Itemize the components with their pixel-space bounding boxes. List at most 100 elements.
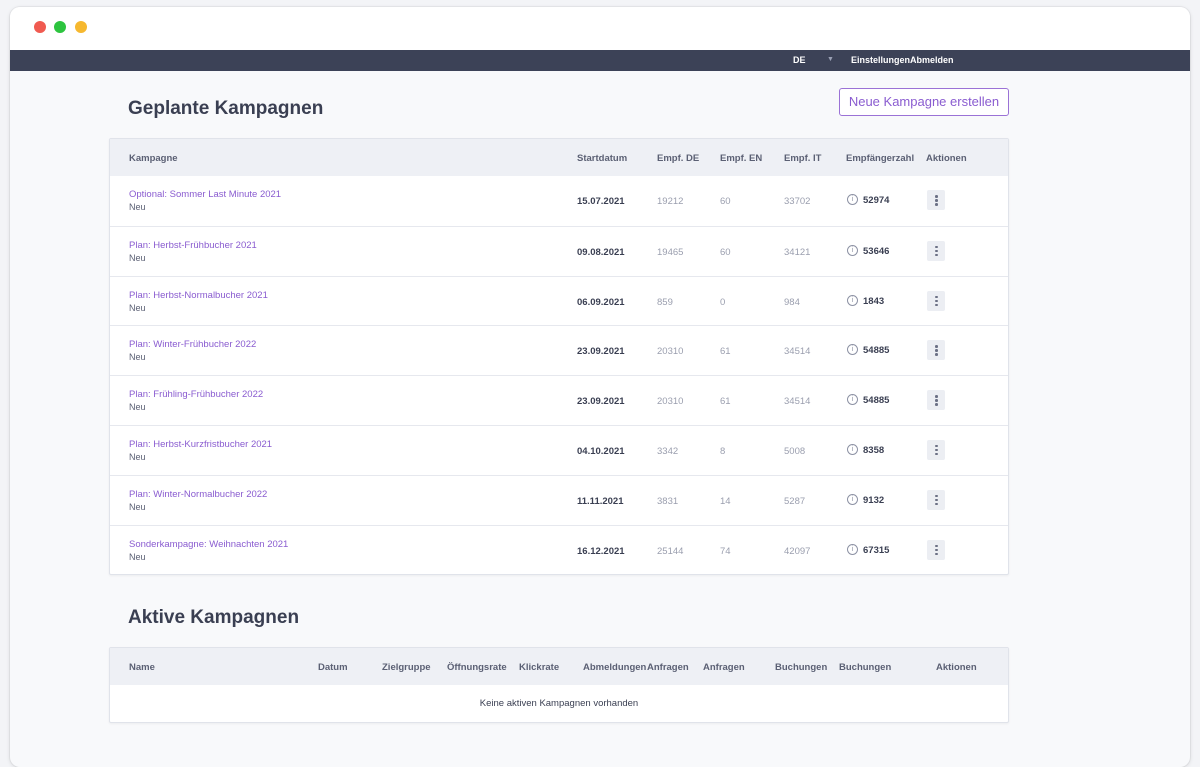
chevron-down-icon[interactable]: ▼ [827,56,834,63]
language-selector[interactable]: DE [793,55,806,65]
campaign-name-link[interactable]: Plan: Herbst-Frühbucher 2021 [129,239,257,251]
settings-link[interactable]: Einstellungen [851,55,911,65]
recipient-count: 54885 [863,395,890,407]
campaign-status: Neu [129,501,146,512]
campaign-status: Neu [129,352,146,363]
campaign-name-link[interactable]: Plan: Winter-Normalbucher 2022 [129,488,268,500]
col-bookings-1: Buchungen [775,662,828,673]
info-icon[interactable]: i [847,394,858,406]
start-date: 16.12.2021 [577,545,625,557]
top-navigation: DE ▼ Einstellungen Abmelden [10,50,1190,71]
more-actions-icon[interactable] [927,390,945,411]
more-actions-icon[interactable] [927,539,945,560]
col-target-group: Zielgruppe [382,662,431,673]
info-icon[interactable]: i [847,344,858,356]
col-recipients-de: Empf. DE [657,153,700,164]
table-row: Plan: Frühling-Frühbucher 2022 Neu 23.09.2… [110,375,1008,425]
more-actions-icon[interactable] [927,489,945,510]
campaign-name-link[interactable]: Plan: Herbst-Kurzfristbucher 2021 [129,438,273,450]
recipient-count: 8358 [863,444,885,456]
planned-campaigns-table: Kampagne Startdatum Empf. DE Empf. EN Em… [109,138,1009,576]
campaign-status: Neu [129,451,146,462]
maximize-window-icon[interactable] [54,21,66,33]
col-recipients-en: Empf. EN [720,153,763,164]
recipients-de: 19465 [657,246,684,258]
start-date: 15.07.2021 [577,196,625,207]
recipients-de: 20310 [657,346,684,358]
recipients-it: 5008 [784,445,806,457]
info-icon[interactable]: i [847,493,858,505]
col-campaign: Kampagne [129,153,178,164]
col-actions: Aktionen [926,153,967,164]
recipients-en: 8 [720,445,726,457]
recipients-de: 859 [657,296,673,308]
recipients-en: 74 [720,545,731,557]
col-date: Datum [318,662,348,673]
col-name: Name [129,662,155,673]
start-date: 04.10.2021 [577,445,625,457]
start-date: 09.08.2021 [577,246,625,258]
table-row: Sonderkampagne: Weihnachten 2021 Neu 16.12… [110,524,1008,575]
recipients-de: 3831 [657,495,679,507]
more-actions-icon[interactable] [927,190,945,210]
campaign-status: Neu [129,202,146,212]
col-open-rate: Öffnungsrate [447,662,507,673]
recipients-de: 20310 [657,396,684,408]
new-campaign-button[interactable]: Neue Kampagne erstellen [839,88,1009,116]
recipient-count: 53646 [863,245,890,257]
more-actions-icon[interactable] [927,290,945,311]
campaign-name-link[interactable]: Optional: Sommer Last Minute 2021 [129,189,282,200]
campaign-status: Neu [129,302,146,313]
campaign-status: Neu [129,252,146,263]
recipients-it: 34514 [784,346,811,358]
campaign-name-link[interactable]: Plan: Frühling-Frühbucher 2022 [129,389,264,401]
table-header: Name Datum Zielgruppe Öffnungsrate Klick… [110,648,1008,685]
table-body: Optional: Sommer Last Minute 2021 Neu 15.0… [110,176,1008,574]
info-icon[interactable]: i [847,543,858,555]
recipients-it: 984 [784,296,800,308]
col-recipient-count: Empfängerzahl [846,153,915,164]
recipients-de: 19212 [657,196,684,207]
campaign-status: Neu [129,402,146,413]
logout-link[interactable]: Abmelden [910,55,954,65]
col-recipients-it: Empf. IT [784,153,822,164]
campaign-name-link[interactable]: Plan: Winter-Frühbucher 2022 [129,339,257,351]
more-actions-icon[interactable] [927,439,945,460]
table-row: Plan: Herbst-Normalbucher 2021 Neu 06.09.2… [110,275,1008,326]
recipients-de: 3342 [657,445,679,457]
browser-window: DE ▼ Einstellungen Abmelden Geplante Kam… [10,7,1190,767]
table-row: Plan: Herbst-Kurzfristbucher 2021 Neu 04.1… [110,424,1008,475]
recipients-it: 34121 [784,246,811,258]
recipient-count: 52974 [863,195,890,206]
active-campaigns-title: Aktive Kampagnen [128,607,300,628]
minimize-window-icon[interactable] [75,21,87,33]
table-row: Plan: Winter-Normalbucher 2022 Neu 11.11.2… [110,474,1008,525]
info-icon[interactable]: i [847,194,858,205]
table-row: Plan: Winter-Frühbucher 2022 Neu 23.09.202… [110,325,1008,375]
recipients-it: 42097 [784,545,811,557]
recipients-de: 25144 [657,545,684,557]
start-date: 11.11.2021 [577,495,624,507]
close-window-icon[interactable] [34,21,46,33]
more-actions-icon[interactable] [927,240,945,261]
table-row: Optional: Sommer Last Minute 2021 Neu 15.0… [110,176,1008,226]
campaign-name-link[interactable]: Plan: Herbst-Normalbucher 2021 [129,289,268,301]
col-bookings-2: Buchungen [839,662,892,673]
recipients-it: 33702 [784,196,811,207]
start-date: 23.09.2021 [577,396,625,408]
col-start-date: Startdatum [577,153,628,164]
info-icon[interactable]: i [847,294,858,306]
recipients-en: 0 [720,296,726,308]
more-actions-icon[interactable] [927,340,945,361]
info-icon[interactable]: i [847,244,858,256]
recipient-count: 9132 [863,494,885,506]
table-header: Kampagne Startdatum Empf. DE Empf. EN Em… [110,139,1008,176]
campaign-name-link[interactable]: Sonderkampagne: Weihnachten 2021 [129,538,289,550]
recipients-en: 60 [720,246,731,258]
recipients-en: 60 [720,196,731,207]
active-campaigns-table: Name Datum Zielgruppe Öffnungsrate Klick… [109,647,1009,723]
start-date: 23.09.2021 [577,346,625,358]
col-inquiries-2: Anfragen [703,662,745,673]
recipient-count: 1843 [863,295,885,307]
info-icon[interactable]: i [847,443,858,455]
